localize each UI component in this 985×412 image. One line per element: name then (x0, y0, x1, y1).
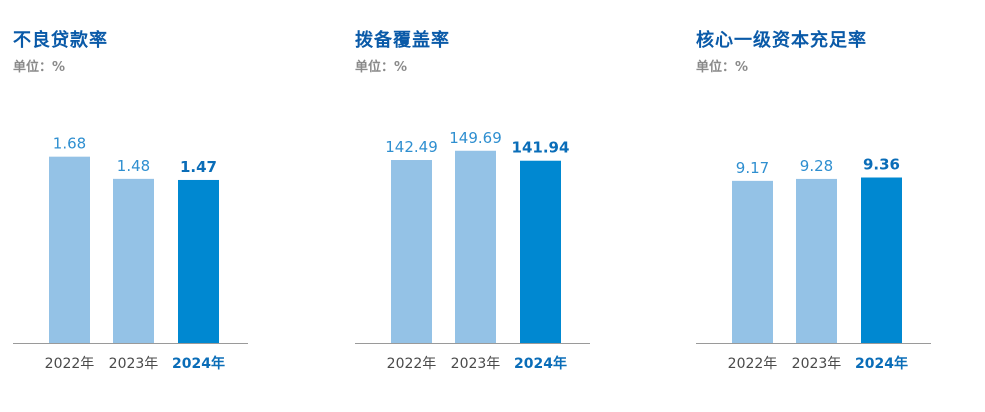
x-tick-label: 2024年 (514, 355, 567, 372)
chart-unit-label: 单位：% (13, 60, 66, 75)
chart-panel-npl: 不良贷款率 单位：% 1.68 2022年 1.48 2023年 1.47 2024年 (13, 0, 253, 412)
bar (178, 179, 219, 343)
x-tick-label: 2024年 (172, 355, 225, 372)
chart-unit-label: 单位：% (696, 60, 749, 75)
bar-value-label: 141.94 (512, 139, 570, 157)
bar (796, 178, 837, 343)
bar (455, 150, 496, 343)
chart-panel-provision-coverage: 拨备覆盖率 单位：% 142.49 2022年 149.69 2023年 141.94 2… (355, 0, 595, 412)
bar (732, 180, 773, 343)
bar-chart: 1.68 2022年 1.48 2023年 1.47 2024年 (13, 135, 248, 372)
x-tick-label: 2022年 (45, 356, 95, 372)
x-tick-label: 2023年 (451, 356, 501, 372)
bar (391, 160, 432, 343)
bar-value-label: 9.17 (736, 159, 769, 177)
chart-panel-cet1-ratio: 核心一级资本充足率 单位：% 9.17 2022年 9.28 2023年 9.36 202… (696, 0, 936, 412)
bar-value-label: 1.48 (117, 157, 150, 175)
bar-chart: 9.17 2022年 9.28 2023年 9.36 2024年 (696, 156, 931, 372)
x-tick-label: 2023年 (792, 356, 842, 372)
bar-chart: 142.49 2022年 149.69 2023年 141.94 2024年 (355, 129, 590, 372)
x-tick-label: 2022年 (387, 356, 437, 372)
x-tick-label: 2023年 (109, 356, 159, 372)
bar-value-label: 1.68 (53, 135, 86, 153)
chart-title: 核心一级资本充足率 (696, 30, 867, 51)
bar-value-label: 142.49 (385, 138, 438, 156)
bar (520, 160, 561, 343)
bar-value-label: 9.36 (863, 156, 900, 174)
chart-title: 不良贷款率 (13, 30, 108, 51)
bar-value-label: 9.28 (800, 157, 833, 175)
bar-value-label: 1.47 (180, 158, 217, 176)
bar (113, 178, 154, 343)
chart-title: 拨备覆盖率 (355, 30, 450, 51)
x-tick-label: 2022年 (728, 356, 778, 372)
bar (49, 156, 90, 343)
chart-unit-label: 单位：% (355, 60, 408, 75)
x-tick-label: 2024年 (855, 355, 908, 372)
bar-value-label: 149.69 (449, 129, 502, 147)
bar (861, 177, 902, 343)
